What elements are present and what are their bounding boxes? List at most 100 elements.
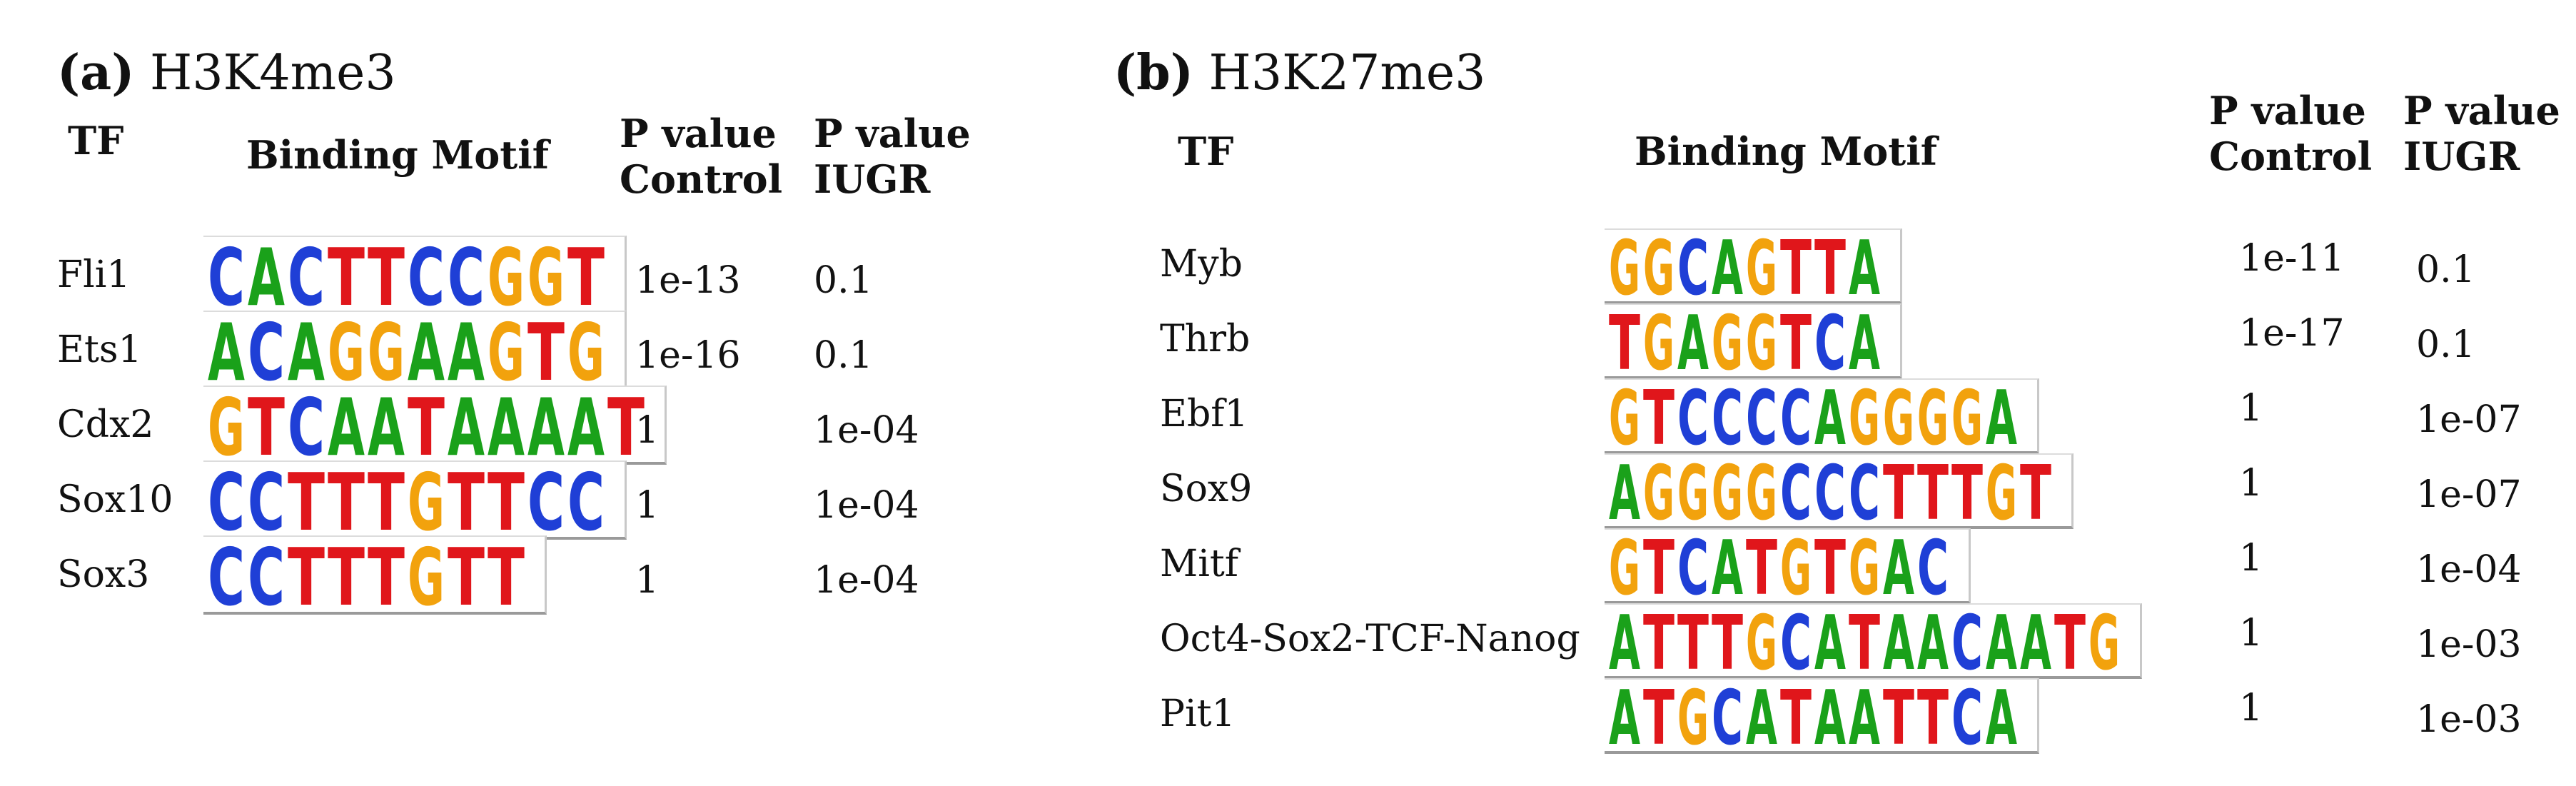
motif-letter: T [248, 387, 285, 462]
p-value-control: 1 [635, 409, 660, 452]
motif-letter: A [2020, 605, 2051, 676]
motif-letter: G [408, 537, 445, 612]
panel-b-header-tf: TF [1178, 129, 1234, 174]
motif-letter: C [208, 537, 245, 612]
p-value-iugr: 1e-03 [2416, 698, 2522, 741]
panel-b-header-motif: Binding Motif [1635, 129, 1937, 174]
motif-letter: T [368, 537, 405, 612]
tf-name: Mitf [1160, 543, 1239, 585]
panel-a-header-tf: TF [68, 118, 124, 163]
p-value-control: 1e-17 [2239, 312, 2345, 355]
motif-letter: C [208, 462, 245, 537]
motif-letter: A [1609, 605, 1640, 676]
motif-letter: A [408, 312, 445, 387]
panel-a-label: (a) [57, 44, 135, 101]
motif-letter: C [1780, 605, 1812, 676]
motif-letter: G [1643, 305, 1675, 376]
motif-letter: T [2054, 605, 2086, 676]
p-value-iugr: 1e-04 [2416, 548, 2522, 591]
motif-letter: G [1643, 455, 1675, 526]
motif-letter: G [1746, 455, 1777, 526]
p-value-iugr: 1e-07 [2416, 398, 2522, 441]
motif-letter: A [1677, 305, 1709, 376]
p-value-control: 1 [2239, 687, 2263, 730]
panel-b-name: H3K27me3 [1208, 45, 1486, 101]
motif-letter: T [1643, 380, 1675, 451]
motif-letter: A [1986, 380, 2017, 451]
motif-letter: G [368, 312, 405, 387]
tf-name: Pit1 [1160, 692, 1236, 735]
motif-letter: C [408, 237, 445, 312]
motif-letter: T [1677, 605, 1709, 676]
motif-letter: G [1609, 230, 1640, 301]
motif-letter: T [1917, 680, 1949, 751]
p-value-iugr: 1e-04 [814, 409, 919, 452]
motif-letter: T [488, 462, 525, 537]
motif-letter: A [1986, 605, 2017, 676]
motif-letter: A [1883, 530, 1914, 601]
motif-letter: C [1780, 455, 1812, 526]
p-value-iugr: 1e-04 [814, 484, 919, 527]
p-value-control: 1 [635, 559, 660, 602]
p-value-control: 1 [2239, 612, 2263, 655]
motif-letter: T [1883, 680, 1914, 751]
panel-a-header-p-control: P value Control [620, 111, 782, 202]
motif-letter: G [1780, 530, 1812, 601]
motif-letter: T [1780, 230, 1812, 301]
motif-letter: C [1712, 680, 1743, 751]
p-value-control: 1e-13 [635, 259, 741, 302]
motif-letter: C [1677, 230, 1709, 301]
p-value-control: 1 [2239, 387, 2263, 430]
p-value-control: 1 [2239, 462, 2263, 505]
motif-letter: G [1677, 680, 1709, 751]
p-value-iugr: 1e-04 [814, 559, 919, 602]
motif-letter: T [607, 387, 645, 462]
motif-letter: A [1609, 455, 1640, 526]
panel-a-name: H3K4me3 [150, 45, 396, 101]
motif-letter: C [1677, 380, 1709, 451]
tf-name: Oct4-Sox2-TCF-Nanog [1160, 618, 1580, 660]
motif-letter: A [1917, 605, 1949, 676]
p-value-iugr: 1e-03 [2416, 623, 2522, 666]
motif-letter: T [1814, 530, 1846, 601]
motif-letter: T [448, 537, 485, 612]
motif-letter: T [288, 537, 325, 612]
tf-name: Cdx2 [57, 403, 154, 446]
p-value-iugr: 0.1 [2416, 248, 2475, 291]
tf-name: Myb [1160, 243, 1243, 286]
motif-letter: G [1609, 530, 1640, 601]
panel-b-header-p-iugr: P value IUGR [2403, 88, 2560, 179]
motif-letter: T [2020, 455, 2051, 526]
tf-name: Sox9 [1160, 468, 1253, 510]
motif-letter: C [527, 462, 565, 537]
motif-letter: T [1609, 305, 1640, 376]
panel-a-header-p-iugr: P value IUGR [814, 111, 971, 202]
motif-letter: C [248, 462, 285, 537]
motif-letter: T [448, 462, 485, 537]
motif-letter: T [288, 462, 325, 537]
motif-letter: T [368, 462, 405, 537]
motif-letter: T [1643, 605, 1675, 676]
p-value-iugr: 0.1 [814, 259, 873, 302]
motif-letter: T [328, 237, 365, 312]
motif-letter: G [1746, 305, 1777, 376]
motif-letter: T [1643, 680, 1675, 751]
motif-letter: A [1986, 680, 2017, 751]
motif-letter: C [1780, 380, 1812, 451]
motif-letter: C [208, 237, 245, 312]
motif-letter: T [1883, 455, 1914, 526]
tf-name: Thrb [1160, 318, 1251, 361]
motif-letter: A [1814, 680, 1846, 751]
motif-letter: G [1986, 455, 2017, 526]
p-value-control: 1 [2239, 537, 2263, 580]
p-value-control: 1 [635, 484, 660, 527]
motif-letter: G [408, 462, 445, 537]
motif-letter: A [1814, 380, 1846, 451]
motif-letter: G [2088, 605, 2120, 676]
motif-letter: C [1849, 455, 1880, 526]
